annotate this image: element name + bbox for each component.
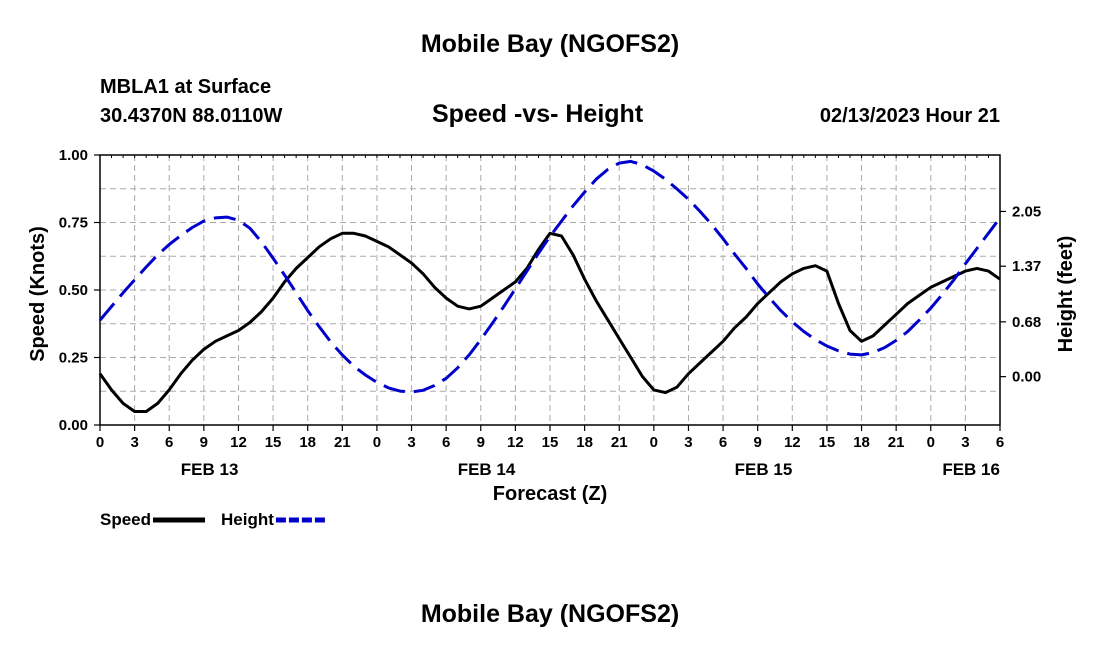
x-tick-label: 3 [684, 434, 692, 451]
y2-tick-label: 0.68 [1012, 314, 1041, 331]
legend: Speed Height [100, 510, 328, 529]
x-tick-label: 21 [888, 434, 905, 451]
date-label: FEB 15 [735, 460, 793, 479]
y-tick-label: 0.50 [59, 282, 88, 299]
main-title: Mobile Bay (NGOFS2) [420, 30, 680, 58]
x-tick-label: 3 [961, 434, 969, 451]
x-tick-label: 6 [442, 434, 450, 451]
y2-axis-label: Height (feet) [1055, 236, 1077, 353]
height-line [98, 159, 1002, 394]
x-tick-label: 6 [719, 434, 727, 451]
grid [100, 155, 1000, 425]
date-label: FEB 16 [942, 460, 1000, 479]
y-tick-label: 0.00 [59, 417, 88, 434]
x-tick-label: 18 [299, 434, 316, 451]
legend-label: Speed [100, 510, 151, 529]
x-tick-label: 0 [650, 434, 658, 451]
y-axis-label: Speed (Knots) [27, 226, 49, 362]
y2-tick-label: 0.00 [1012, 369, 1041, 386]
y2-tick-label: 2.05 [1012, 203, 1041, 220]
x-tick-label: 0 [927, 434, 935, 451]
date-label: FEB 14 [458, 460, 516, 479]
date-label: FEB 13 [181, 460, 239, 479]
x-tick-label: 15 [265, 434, 282, 451]
x-tick-label: 0 [96, 434, 104, 451]
y2-tick-label: 1.37 [1012, 258, 1041, 275]
x-tick-label: 0 [373, 434, 381, 451]
x-tick-label: 18 [853, 434, 870, 451]
y-tick-label: 0.75 [59, 215, 88, 232]
x-tick-label: 12 [507, 434, 524, 451]
x-tick-label: 6 [996, 434, 1004, 451]
speed-line [98, 231, 1001, 413]
x-tick-label: 21 [611, 434, 628, 451]
x-tick-label: 9 [754, 434, 762, 451]
legend-label: Height [221, 510, 274, 529]
axis-labels: 0 3 6 9 12 15 18 21 0 3 6 9 12 15 18 21 0 3 6 9 12 15 18 21 0 3 6F… [27, 147, 1077, 505]
x-tick-label: 3 [407, 434, 415, 451]
x-axis-label: Forecast (Z) [493, 483, 607, 505]
forecast-datetime: 02/13/2023 Hour 21 [819, 105, 1000, 127]
chart-title: Speed -vs- Height [432, 100, 644, 128]
x-tick-label: 21 [334, 434, 351, 451]
x-tick-label: 3 [130, 434, 138, 451]
x-tick-label: 18 [576, 434, 593, 451]
x-tick-label: 9 [200, 434, 208, 451]
x-tick-label: 12 [784, 434, 801, 451]
station-name: MBLA1 at Surface [100, 76, 272, 98]
series [98, 159, 1002, 413]
station-coords: 30.4370N 88.0110W [100, 105, 283, 127]
y-tick-label: 0.25 [59, 350, 88, 367]
x-tick-label: 6 [165, 434, 173, 451]
x-tick-label: 15 [819, 434, 836, 451]
y-tick-label: 1.00 [59, 147, 88, 164]
axis-ticks [94, 154, 1006, 431]
x-tick-label: 9 [477, 434, 485, 451]
x-tick-label: 12 [230, 434, 247, 451]
bottom-title: Mobile Bay (NGOFS2) [420, 600, 680, 628]
x-tick-label: 15 [542, 434, 559, 451]
